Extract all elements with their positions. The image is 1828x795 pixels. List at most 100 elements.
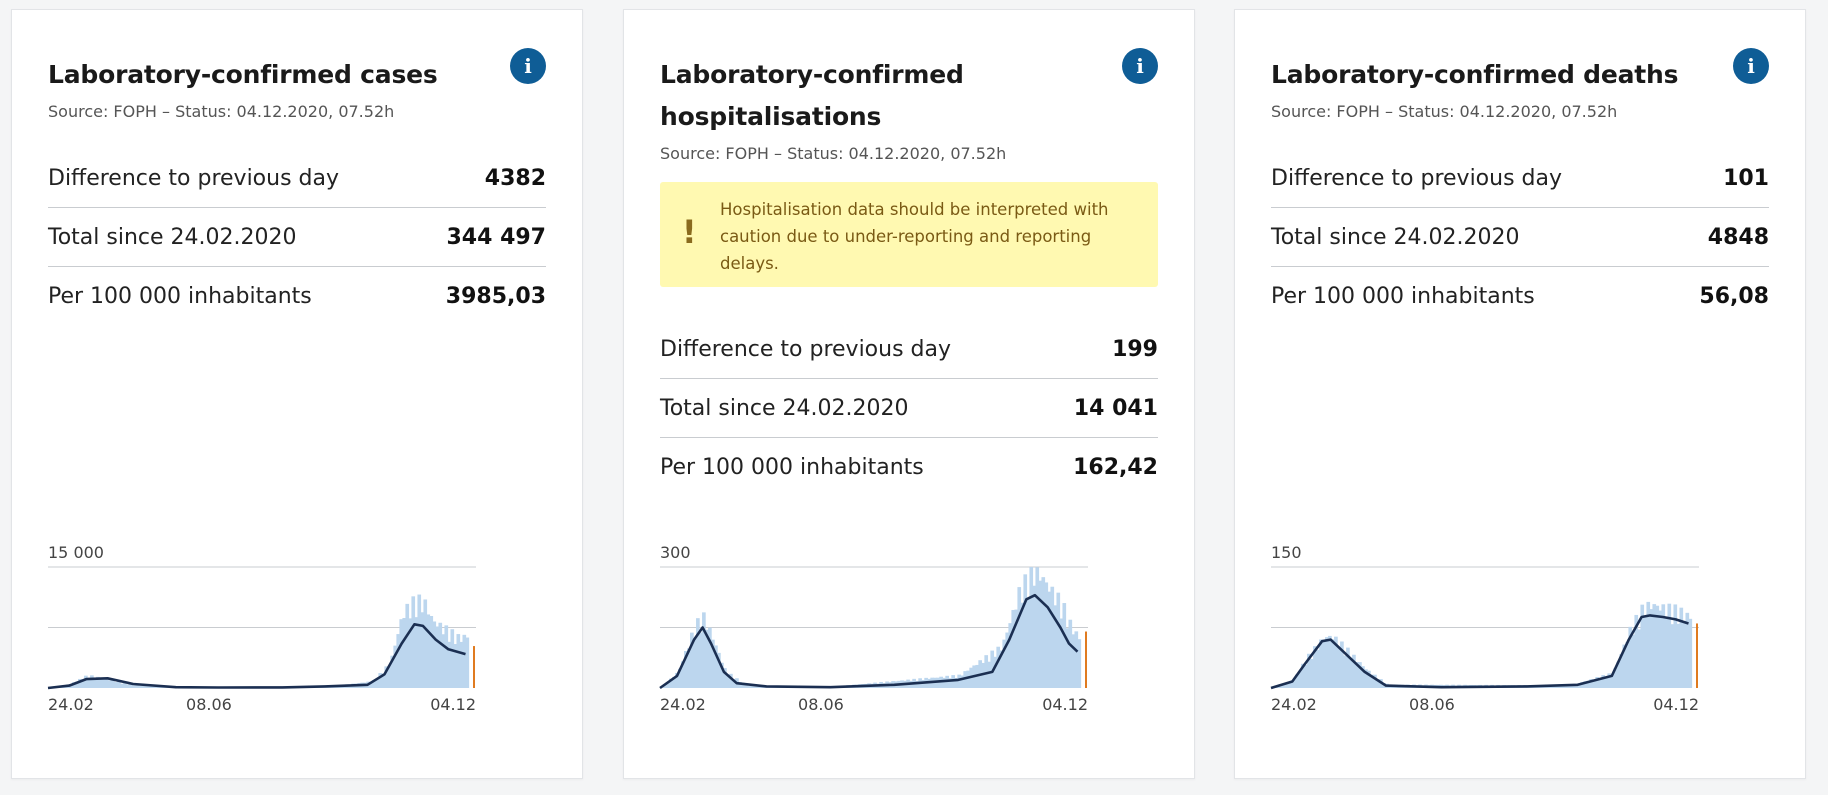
daily-bar bbox=[750, 685, 754, 688]
daily-bar bbox=[987, 661, 992, 688]
daily-bar bbox=[135, 685, 139, 688]
daily-bar bbox=[1571, 685, 1576, 688]
daily-bar bbox=[1604, 677, 1609, 688]
daily-bar bbox=[672, 676, 676, 688]
daily-bar bbox=[753, 686, 757, 688]
daily-bar bbox=[1026, 599, 1031, 688]
daily-bar bbox=[1637, 629, 1642, 688]
stat-label: Difference to previous day bbox=[1271, 165, 1563, 191]
daily-bar bbox=[690, 632, 694, 688]
y-axis-max-label: 150 bbox=[1271, 543, 1302, 562]
daily-bar bbox=[1358, 662, 1362, 688]
daily-bar bbox=[1050, 586, 1055, 688]
daily-bar bbox=[720, 662, 724, 688]
daily-bar bbox=[459, 641, 464, 688]
daily-bar bbox=[147, 686, 151, 688]
daily-bar bbox=[405, 603, 410, 688]
info-icon[interactable]: i bbox=[510, 48, 546, 84]
x-axis-label: 08.06 bbox=[1409, 695, 1455, 714]
daily-bar bbox=[1298, 671, 1302, 688]
daily-bar bbox=[1688, 618, 1693, 688]
stat-label: Total since 24.02.2020 bbox=[48, 224, 297, 250]
daily-bar bbox=[1370, 674, 1374, 688]
deaths-chart: 150 24.02 08.06 04.12 bbox=[1270, 543, 1699, 714]
daily-bar bbox=[1077, 639, 1082, 688]
source-status: Source: FOPH – Status: 04.12.2020, 07.52… bbox=[1271, 102, 1618, 121]
stat-value: 101 bbox=[1723, 165, 1769, 191]
daily-bar bbox=[1292, 679, 1296, 688]
daily-bar bbox=[729, 673, 733, 688]
daily-bar bbox=[948, 678, 952, 688]
stat-row: Per 100 000 inhabitants 162,42 bbox=[660, 437, 1158, 496]
daily-bar bbox=[1334, 636, 1338, 688]
info-icon[interactable]: i bbox=[1733, 48, 1769, 84]
y-axis-max-label: 300 bbox=[660, 543, 691, 562]
recent-bar bbox=[473, 646, 475, 688]
daily-bar bbox=[75, 681, 79, 688]
daily-bar bbox=[717, 652, 721, 688]
daily-bar bbox=[1640, 604, 1645, 688]
stat-row: Difference to previous day 199 bbox=[660, 320, 1158, 378]
daily-bar bbox=[723, 668, 727, 688]
daily-bar bbox=[999, 650, 1004, 688]
stat-label: Total since 24.02.2020 bbox=[660, 395, 909, 421]
daily-bar bbox=[1053, 605, 1058, 688]
daily-bar bbox=[1673, 604, 1678, 688]
daily-bar bbox=[1328, 635, 1332, 688]
daily-bar bbox=[696, 618, 700, 688]
cases-chart: 15 000 24.02 08.06 04.12 bbox=[47, 543, 476, 714]
daily-bar bbox=[1310, 658, 1314, 688]
daily-bar bbox=[108, 680, 112, 688]
daily-bar bbox=[426, 614, 431, 688]
daily-bar bbox=[393, 645, 398, 688]
card-confirmed-cases: Laboratory-confirmed cases i Source: FOP… bbox=[11, 9, 583, 779]
daily-bar bbox=[1337, 647, 1341, 688]
stat-value: 4382 bbox=[484, 165, 546, 191]
daily-bar bbox=[1071, 634, 1076, 688]
daily-bar bbox=[1304, 665, 1308, 688]
daily-bar bbox=[1322, 639, 1326, 688]
recent-bar bbox=[1085, 631, 1087, 688]
warning-icon: ! bbox=[682, 213, 697, 251]
daily-bar bbox=[663, 684, 667, 688]
daily-bar bbox=[1289, 680, 1293, 688]
recent-bar bbox=[1696, 623, 1698, 688]
daily-bar bbox=[141, 685, 145, 688]
daily-bar bbox=[1361, 666, 1365, 688]
daily-bar bbox=[1032, 585, 1037, 688]
stats-list: Difference to previous day 4382 Total sin… bbox=[48, 149, 546, 325]
daily-bar bbox=[387, 666, 392, 688]
daily-bar bbox=[462, 634, 467, 688]
info-icon[interactable]: i bbox=[1122, 48, 1158, 84]
stat-value: 162,42 bbox=[1073, 454, 1158, 480]
daily-bar bbox=[984, 655, 989, 688]
daily-bar bbox=[1568, 685, 1572, 688]
daily-bar bbox=[390, 655, 395, 688]
stat-row: Total since 24.02.2020 4848 bbox=[1271, 207, 1769, 266]
daily-bar bbox=[936, 677, 940, 688]
daily-bar bbox=[1074, 631, 1079, 688]
daily-bar bbox=[411, 596, 416, 688]
x-axis-label: 24.02 bbox=[1271, 695, 1317, 714]
stats-list: Difference to previous day 101 Total sinc… bbox=[1271, 149, 1769, 325]
stat-value: 14 041 bbox=[1073, 395, 1158, 421]
daily-bar bbox=[1655, 605, 1660, 688]
daily-bar bbox=[81, 679, 85, 688]
daily-bar bbox=[1676, 623, 1681, 688]
daily-bar bbox=[1062, 603, 1067, 688]
daily-bar bbox=[1373, 674, 1377, 688]
daily-bar bbox=[456, 634, 461, 688]
daily-bar bbox=[1592, 679, 1597, 688]
daily-bar bbox=[1376, 679, 1380, 688]
daily-bar bbox=[1619, 654, 1624, 688]
daily-bar bbox=[921, 680, 925, 688]
daily-bar bbox=[132, 685, 136, 688]
daily-bar bbox=[447, 641, 452, 688]
daily-bar bbox=[1059, 618, 1064, 688]
daily-bar bbox=[1280, 684, 1284, 688]
daily-bar bbox=[1355, 661, 1359, 688]
daily-bar bbox=[1319, 639, 1323, 688]
daily-bar bbox=[450, 629, 455, 688]
daily-bar bbox=[1301, 663, 1305, 688]
daily-bar bbox=[1646, 601, 1651, 688]
